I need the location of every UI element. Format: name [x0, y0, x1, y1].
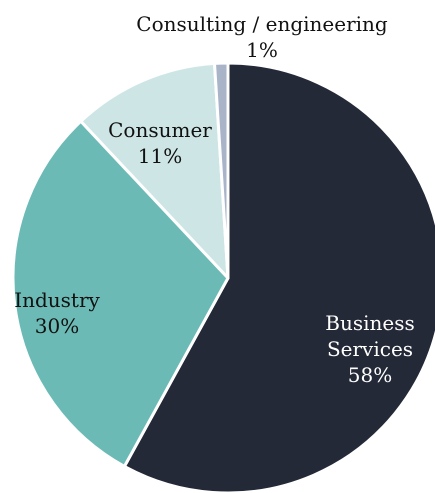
slice-labels: Business Services 58% Industry 30% Consumer 11… [14, 12, 415, 387]
slice-name-line: Services [327, 337, 413, 361]
pie-slice-consumer [79, 61, 230, 280]
slice-label-consumer: Consumer 11% [108, 118, 212, 168]
pie-slices [11, 61, 435, 493]
slice-label-consulting-engineering: Consulting / engineering 1% [136, 12, 388, 62]
pie-slice-industry [11, 119, 230, 468]
slice-name-line: Industry [14, 288, 100, 312]
slice-percent: 58% [348, 363, 392, 387]
slice-name-line: Consumer [108, 118, 212, 142]
slice-percent: 11% [138, 144, 182, 168]
slice-label-industry: Industry 30% [14, 288, 100, 338]
pie-slice-consulting-engineering [213, 61, 230, 280]
slice-name-line: Business [325, 311, 414, 335]
slice-name-line: Consulting / engineering [136, 12, 388, 36]
slice-percent: 1% [246, 38, 278, 62]
slice-percent: 30% [35, 314, 79, 338]
slice-label-business-services: Business Services 58% [325, 311, 414, 387]
